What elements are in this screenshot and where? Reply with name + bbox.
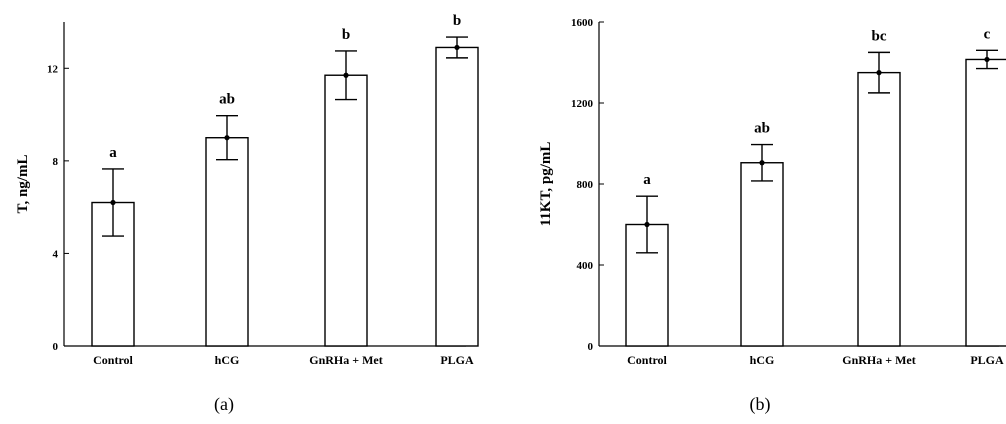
panel-b-category-label: GnRHa + Met xyxy=(842,353,916,367)
panel-b-mean-point xyxy=(876,70,882,76)
panel-a-mean-point xyxy=(224,135,230,141)
panel-a-category-label: Control xyxy=(93,353,133,367)
panel-a-bar xyxy=(324,74,368,347)
panel-b-y-axis-title: 11KT, pg/mL xyxy=(538,142,554,227)
panel-a-significance-label: ab xyxy=(219,92,235,108)
panel-a-mean-point xyxy=(343,72,349,78)
panel-a-y-tick-label: 12 xyxy=(47,63,59,75)
panel-a-significance-label: a xyxy=(109,145,117,161)
panel-b-significance-label: ab xyxy=(754,121,770,137)
panel-b-mean-point xyxy=(644,221,650,228)
panel-b-category-label: PLGA xyxy=(970,353,1004,367)
panel-a-significance-label: b xyxy=(453,13,461,29)
panel-a-y-axis-title: T, ng/mL xyxy=(15,155,31,214)
panel-a-y-tick-label: 4 xyxy=(53,248,59,260)
panel-a-category-label: PLGA xyxy=(440,353,474,367)
panel-a-y-tick-label: 8 xyxy=(53,156,59,168)
panel-b-bar xyxy=(740,162,784,347)
panel-a-mean-point xyxy=(454,44,460,51)
panel-b-bar xyxy=(965,58,1006,347)
panel-a-bar xyxy=(435,46,479,347)
panel-b-significance-label: c xyxy=(984,26,991,42)
panel-b-y-tick-label: 1200 xyxy=(571,98,594,110)
panel-a-significance-label: b xyxy=(342,27,350,43)
panel-a-category-label: GnRHa + Met xyxy=(309,353,383,367)
panel-b-significance-label: a xyxy=(643,172,651,188)
panel-b-mean-point xyxy=(759,160,765,166)
panel-b-mean-point xyxy=(984,56,990,63)
panel-a-bar xyxy=(205,137,249,347)
panel-a-category-label: hCG xyxy=(215,353,240,367)
panel-a-label: (a) xyxy=(214,394,234,415)
panel-b-y-tick-label: 0 xyxy=(588,341,594,353)
panel-b-y-tick-label: 400 xyxy=(577,260,594,272)
panel-b-bar xyxy=(857,71,901,347)
panel-b-category-label: Control xyxy=(627,353,667,367)
panel-b-label: (b) xyxy=(750,394,771,415)
panel-b-significance-label: bc xyxy=(872,28,887,44)
panel-a-y-tick-label: 0 xyxy=(53,341,59,353)
panel-a-mean-point xyxy=(110,199,116,206)
panel-b-y-tick-label: 800 xyxy=(577,179,594,191)
panel-b-category-label: hCG xyxy=(750,353,775,367)
panel-b-y-tick-label: 1600 xyxy=(571,17,594,29)
